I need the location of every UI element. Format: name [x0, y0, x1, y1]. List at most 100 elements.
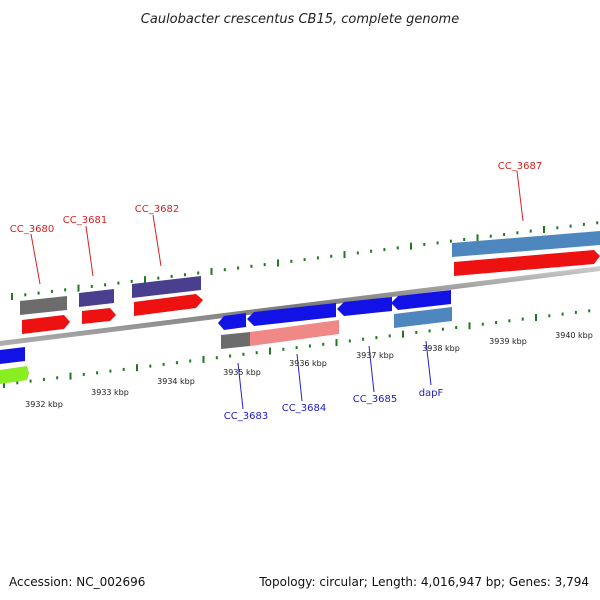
- gene-cc3687-cds-arrow[interactable]: [454, 250, 600, 276]
- forward-major-tick: [410, 242, 412, 250]
- scale-label-3934: 3934 kbp: [157, 377, 195, 386]
- forward-major-tick: [77, 284, 80, 292]
- gene-dapf-gene-bar[interactable]: [394, 307, 452, 328]
- forward-minor-tick: [516, 231, 519, 235]
- reverse-minor-tick: [29, 379, 32, 383]
- gene-cc3680-gene-bar[interactable]: [20, 296, 67, 315]
- forward-minor-tick: [489, 234, 492, 238]
- forward-minor-tick: [356, 251, 359, 255]
- reverse-major-tick: [535, 314, 537, 321]
- reverse-minor-tick: [42, 378, 45, 381]
- reverse-minor-tick: [481, 322, 484, 326]
- reverse-minor-tick: [348, 339, 351, 343]
- gene-label-cc3681[interactable]: CC_3681: [63, 215, 107, 226]
- scale-label-3938: 3938 kbp: [422, 344, 460, 353]
- reverse-major-tick: [69, 372, 72, 380]
- gene-label-cc3680[interactable]: CC_3680: [10, 224, 54, 235]
- scale-label-3940: 3940 kbp: [555, 331, 593, 340]
- reverse-minor-tick: [189, 359, 192, 363]
- forward-features: [20, 231, 600, 334]
- gene-cc3682-cds-arrow[interactable]: [134, 294, 203, 316]
- forward-minor-tick: [117, 281, 120, 285]
- scale-label-3937: 3937 kbp: [356, 351, 394, 360]
- gene-cc3683-gene-bar[interactable]: [221, 332, 250, 349]
- reverse-minor-tick: [428, 329, 431, 333]
- forward-minor-tick: [183, 273, 186, 277]
- reverse-leader-lines: [237, 340, 432, 410]
- reverse-minor-tick: [295, 346, 298, 350]
- reverse-minor-tick: [415, 331, 418, 334]
- scale-label-3936: 3936 kbp: [289, 359, 327, 368]
- forward-tick-row: [11, 221, 599, 300]
- partial-reverse-cds-arrow[interactable]: [0, 347, 25, 364]
- forward-minor-tick: [104, 283, 107, 287]
- forward-minor-tick: [383, 248, 386, 252]
- scale-label-3939: 3939 kbp: [489, 337, 527, 346]
- scale-label-3932: 3932 kbp: [25, 400, 63, 409]
- dapf-leader-line: [425, 340, 432, 386]
- forward-minor-tick: [316, 256, 319, 260]
- forward-minor-tick: [197, 271, 200, 275]
- gene-cc3684-gene-bar[interactable]: [250, 320, 339, 346]
- forward-major-tick: [11, 293, 13, 300]
- reverse-minor-tick: [548, 314, 551, 318]
- forward-minor-tick: [330, 254, 333, 258]
- reverse-major-tick: [402, 330, 404, 338]
- footer-genome-info: Topology: circular; Length: 4,016,947 bp…: [258, 575, 589, 589]
- gene-cc3685-cds-arrow[interactable]: [337, 297, 392, 316]
- forward-minor-tick: [170, 274, 173, 278]
- reverse-minor-tick: [282, 347, 285, 351]
- gene-label-cc3683[interactable]: CC_3683: [224, 411, 268, 422]
- forward-minor-tick: [250, 264, 253, 268]
- gene-cc3683-cds-arrow[interactable]: [218, 313, 246, 330]
- forward-minor-tick: [582, 222, 585, 226]
- gene-cc3682-gene-bar[interactable]: [132, 276, 201, 298]
- forward-major-tick: [277, 259, 279, 267]
- reverse-features: [0, 290, 452, 384]
- forward-minor-tick: [64, 288, 67, 292]
- gene-cc3687-gene-bar[interactable]: [452, 231, 600, 257]
- reverse-minor-tick: [322, 342, 325, 346]
- partial-gene-bar-green[interactable]: [0, 366, 29, 384]
- forward-minor-tick: [569, 224, 572, 228]
- forward-minor-tick: [24, 293, 27, 297]
- gene-label-cc3682[interactable]: CC_3682: [135, 204, 179, 215]
- reverse-major-tick: [269, 347, 271, 355]
- gene-label-cc3687[interactable]: CC_3687: [498, 161, 542, 172]
- reverse-minor-tick: [149, 364, 152, 368]
- reverse-minor-tick: [574, 310, 577, 314]
- reverse-minor-tick: [162, 362, 165, 366]
- reverse-minor-tick: [441, 327, 444, 331]
- forward-minor-tick: [303, 258, 306, 262]
- forward-major-tick: [210, 267, 213, 275]
- reverse-minor-tick: [122, 367, 125, 371]
- forward-minor-tick: [37, 291, 40, 295]
- forward-minor-tick: [90, 284, 93, 288]
- gene-label-dapf[interactable]: dapF: [419, 388, 444, 399]
- gene-label-cc3685[interactable]: CC_3685: [353, 394, 397, 405]
- forward-minor-tick: [157, 276, 160, 280]
- forward-minor-tick: [423, 243, 426, 246]
- gene-cc3680-cds-arrow[interactable]: [22, 315, 70, 334]
- cc3682-leader-line: [152, 214, 162, 267]
- forward-major-tick: [543, 226, 545, 233]
- reverse-minor-tick: [16, 381, 19, 385]
- genome-backbone: [0, 266, 600, 346]
- reverse-minor-tick: [308, 344, 311, 348]
- gene-cc3684-cds-arrow[interactable]: [247, 303, 336, 326]
- reverse-minor-tick: [109, 369, 112, 373]
- forward-minor-tick: [370, 249, 373, 253]
- scale-label-3935: 3935 kbp: [223, 368, 261, 377]
- reverse-minor-tick: [375, 336, 378, 340]
- gene-dapf-cds-arrow[interactable]: [391, 290, 451, 310]
- reverse-minor-tick: [255, 351, 258, 355]
- gene-label-cc3684[interactable]: CC_3684: [282, 403, 326, 414]
- reverse-major-tick: [468, 322, 471, 330]
- gene-cc3681-gene-bar[interactable]: [79, 289, 114, 307]
- forward-minor-tick: [556, 226, 559, 230]
- reverse-minor-tick: [388, 334, 391, 338]
- gene-cc3681-cds-arrow[interactable]: [82, 308, 116, 324]
- forward-minor-tick: [449, 239, 452, 243]
